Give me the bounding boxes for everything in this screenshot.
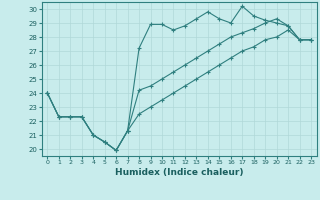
- X-axis label: Humidex (Indice chaleur): Humidex (Indice chaleur): [115, 168, 244, 177]
